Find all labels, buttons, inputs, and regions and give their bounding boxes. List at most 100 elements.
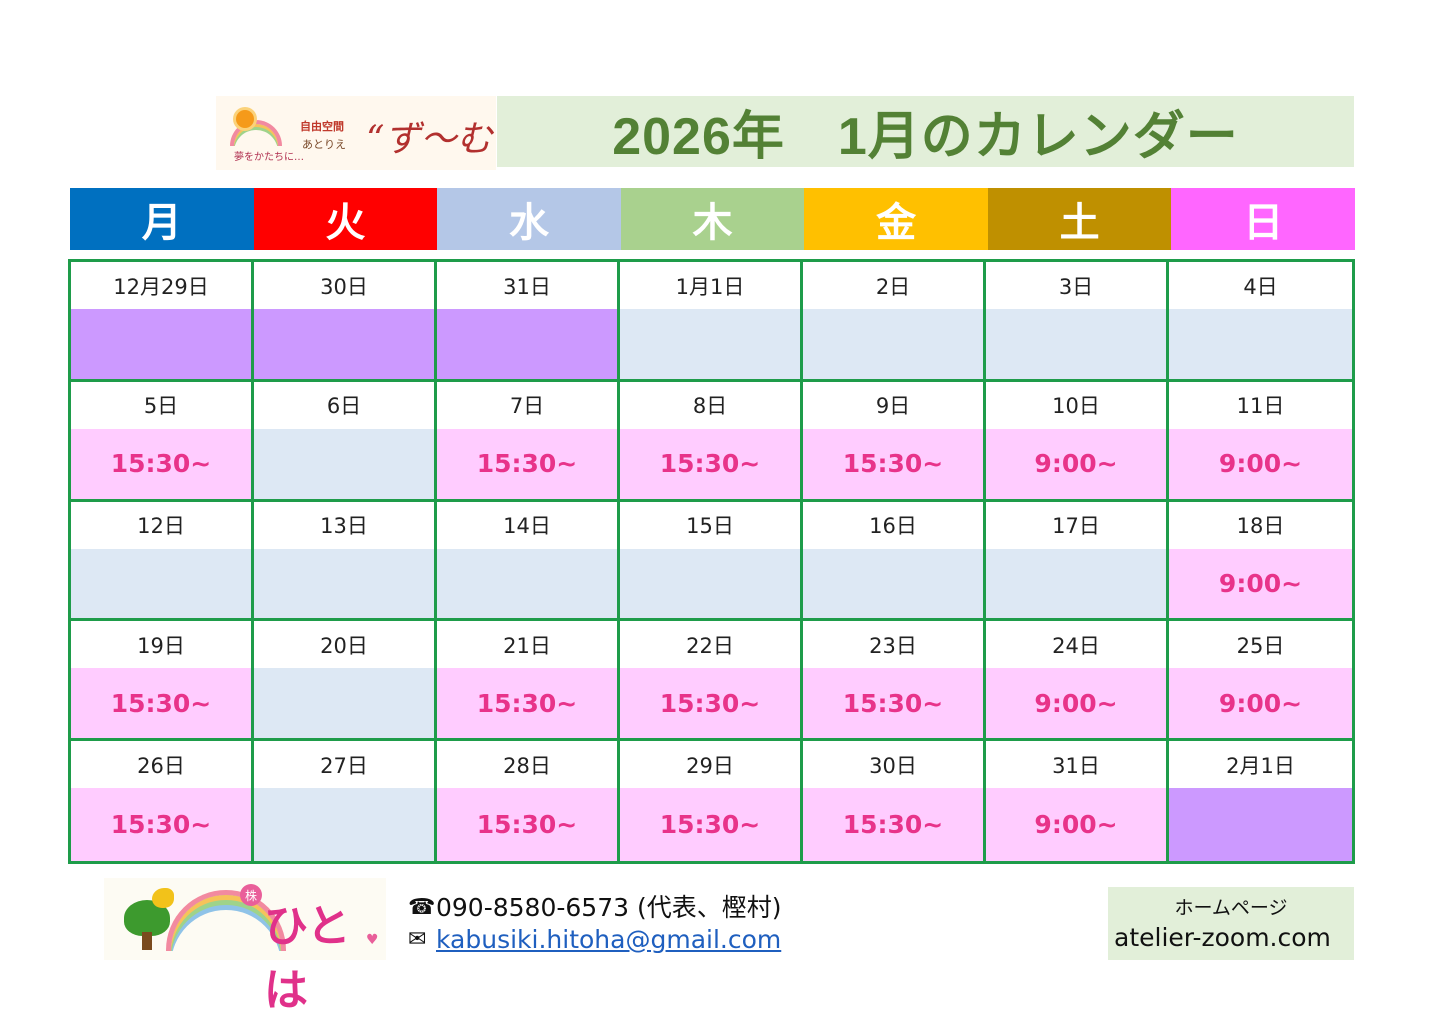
day-number: 20日 (254, 621, 434, 669)
calendar-day-cell: 6日 (254, 381, 437, 502)
calendar-day-cell: 4日 (1169, 262, 1352, 382)
calendar-day-cell: 7日 15:30~ (437, 381, 620, 502)
weekday-wed: 水 (437, 188, 621, 250)
bird-icon (152, 888, 174, 908)
weekday-mon: 月 (70, 188, 254, 250)
calendar-day-cell: 1月1日 (620, 262, 803, 382)
session-time: 15:30~ (71, 788, 251, 861)
day-number: 10日 (986, 381, 1166, 429)
calendar-day-cell: 23日 15:30~ (803, 621, 986, 742)
session-time: 9:00~ (986, 788, 1166, 861)
calendar-day-cell: 21日 15:30~ (437, 621, 620, 742)
session-time: 9:00~ (1169, 428, 1352, 499)
calendar-day-cell: 14日 (437, 501, 620, 622)
day-number: 21日 (437, 621, 617, 669)
phone-number: 090-8580-6573 (代表、樫村) (436, 893, 782, 922)
logo-tagline-1: 自由空間 (300, 120, 344, 133)
calendar-day-cell: 15日 (620, 501, 803, 622)
calendar-day-cell: 8日 15:30~ (620, 381, 803, 502)
calendar-day-cell: 13日 (254, 501, 437, 622)
session-time: 15:30~ (437, 428, 617, 499)
company-mark: 株 (240, 884, 262, 906)
weekday-header: 月 火 水 木 金 土 日 (70, 188, 1356, 250)
calendar-day-cell: 22日 15:30~ (620, 621, 803, 742)
day-number: 15日 (620, 501, 800, 549)
calendar-day-cell: 26日 15:30~ (71, 741, 254, 861)
day-number: 5日 (71, 381, 251, 429)
day-number: 29日 (620, 741, 800, 789)
atelier-zoom-logo: 自由空間 あとりえ 夢をかたちに… “ず～む„ (216, 96, 496, 203)
calendar-day-cell: 18日 9:00~ (1169, 501, 1352, 622)
session-time: 15:30~ (71, 668, 251, 739)
weekday-sat: 土 (987, 188, 1172, 250)
contact-info: ☎ 090-8580-6573 (代表、樫村) ✉ kabusiki.hitoh… (408, 892, 781, 956)
logo-tagline-3: 夢をかたちに… (234, 152, 304, 163)
session-time (986, 309, 1166, 379)
day-number: 9日 (803, 381, 983, 429)
logo-tagline-2: あとりえ (302, 138, 346, 151)
calendar-day-cell: 2日 (803, 262, 986, 382)
day-number: 6日 (254, 381, 434, 429)
day-number: 3日 (986, 262, 1166, 309)
mail-icon: ✉ (408, 927, 427, 952)
session-time (803, 548, 983, 619)
calendar-day-cell: 25日 9:00~ (1169, 621, 1352, 742)
day-number: 31日 (986, 741, 1166, 789)
calendar-day-cell: 28日 15:30~ (437, 741, 620, 861)
calendar-day-cell: 17日 (986, 501, 1169, 622)
session-time (437, 309, 617, 379)
calendar-day-cell: 19日 15:30~ (71, 621, 254, 742)
session-time: 15:30~ (620, 668, 800, 739)
day-number: 13日 (254, 501, 434, 549)
session-time (71, 548, 251, 619)
calendar-day-cell: 12月29日 (71, 262, 254, 382)
session-time: 15:30~ (71, 428, 251, 499)
session-time: 15:30~ (437, 788, 617, 861)
session-time: 15:30~ (620, 428, 800, 499)
day-number: 26日 (71, 741, 251, 789)
day-number: 28日 (437, 741, 617, 789)
calendar-day-cell: 24日 9:00~ (986, 621, 1169, 742)
calendar-day-cell: 31日 (437, 262, 620, 382)
calendar-day-cell: 12日 (71, 501, 254, 622)
homepage-url[interactable]: atelier-zoom.com (1114, 923, 1331, 952)
session-time (1169, 309, 1352, 379)
day-number: 14日 (437, 501, 617, 549)
session-time (986, 548, 1166, 619)
session-time: 15:30~ (437, 668, 617, 739)
session-time: 15:30~ (803, 428, 983, 499)
day-number: 12日 (71, 501, 251, 549)
session-time: 9:00~ (1169, 548, 1352, 619)
day-number: 7日 (437, 381, 617, 429)
session-time: 9:00~ (986, 428, 1166, 499)
day-number: 24日 (986, 621, 1166, 669)
calendar-day-cell: 31日 9:00~ (986, 741, 1169, 861)
day-number: 2月1日 (1169, 741, 1352, 789)
session-time (437, 548, 617, 619)
day-number: 22日 (620, 621, 800, 669)
session-time (1169, 788, 1352, 861)
weekday-thu: 木 (620, 188, 805, 250)
session-time (71, 309, 251, 379)
calendar-day-cell: 27日 (254, 741, 437, 861)
session-time (254, 788, 434, 861)
session-time (254, 548, 434, 619)
day-number: 27日 (254, 741, 434, 789)
homepage-label: ホームページ (1174, 897, 1288, 919)
calendar-day-cell: 16日 (803, 501, 986, 622)
email-link[interactable]: kabusiki.hitoha@gmail.com (436, 925, 782, 954)
weekday-sun: 日 (1171, 188, 1356, 250)
day-number: 2日 (803, 262, 983, 309)
email-row: ✉ kabusiki.hitoha@gmail.com (408, 924, 781, 956)
calendar-day-cell: 11日 9:00~ (1169, 381, 1352, 502)
weekday-tue: 火 (253, 188, 438, 250)
phone-row: ☎ 090-8580-6573 (代表、樫村) (408, 892, 781, 924)
session-time (620, 548, 800, 619)
day-number: 19日 (71, 621, 251, 669)
calendar-day-cell: 3日 (986, 262, 1169, 382)
calendar-grid: 12月29日 30日 31日 1月1日 2日 3日 4日 5日 15:30~ 6日 7日 15:30~… (68, 259, 1355, 864)
session-time (254, 668, 434, 739)
day-number: 17日 (986, 501, 1166, 549)
day-number: 31日 (437, 262, 617, 309)
session-time: 15:30~ (803, 668, 983, 739)
